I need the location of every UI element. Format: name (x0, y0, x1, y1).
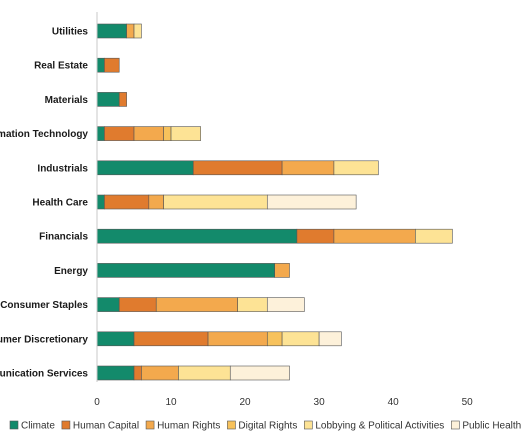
bar-segment (281, 331, 320, 347)
category-label: Consumer Discretionary (0, 334, 88, 345)
bar-segment (415, 228, 453, 244)
bar-segment (133, 23, 142, 39)
x-tick-label: 0 (94, 397, 100, 408)
bar-segment (96, 92, 120, 107)
bar-segment (118, 297, 157, 312)
bar-segment (118, 92, 127, 107)
x-tick-label: 40 (388, 397, 400, 408)
bar-segment (96, 331, 135, 347)
bar-segment (155, 297, 238, 312)
bar-segment (163, 126, 172, 141)
legend-label: Climate (21, 421, 55, 432)
x-tick-label: 50 (462, 397, 474, 408)
legend-swatch (61, 420, 71, 430)
axis-layer: 0 10 20 30 40 50 (94, 12, 473, 408)
bar-segment (266, 331, 283, 347)
bar-segment (281, 160, 335, 176)
bar-segment (133, 331, 209, 347)
bar-segment (207, 331, 268, 347)
legend-label: Lobbying & Political Activities (315, 421, 444, 432)
bar-segment (104, 57, 120, 73)
bar-segment (192, 160, 283, 176)
bar-segment (141, 365, 179, 381)
legend-swatch (451, 420, 460, 430)
category-label: Energy (54, 266, 88, 277)
bars-layer (96, 23, 453, 381)
legend: Climate Human Capital Human Rights Digital … (9, 420, 521, 432)
legend-label: Human Rights (157, 421, 220, 432)
x-tick-label: 20 (240, 397, 252, 408)
category-label: Communication Services (0, 369, 88, 380)
bar-segment (104, 194, 150, 210)
bar-segment (170, 126, 201, 141)
x-tick-label: 10 (165, 397, 177, 408)
bar-segment (266, 194, 357, 210)
category-label: Industrials (37, 163, 88, 174)
bar-segment (96, 297, 120, 312)
bar-segment (148, 194, 164, 210)
legend-label: Digital Rights (238, 421, 297, 432)
category-label: Utilities (52, 27, 89, 38)
category-label: Real Estate (34, 61, 88, 72)
category-label: Information Technology (0, 129, 88, 140)
bar-segment (266, 297, 305, 312)
bar-segment (96, 126, 105, 141)
bar-segment (96, 263, 275, 278)
bar-segment (96, 228, 298, 244)
legend-swatch (9, 420, 19, 430)
category-labels: Utilities Real Estate Materials Information… (0, 27, 88, 380)
bar-segment (163, 194, 268, 210)
bar-segment (333, 160, 379, 176)
legend-label: Public Health (462, 421, 521, 432)
bar-segment (126, 23, 135, 39)
x-tick-label: 30 (314, 397, 326, 408)
bar-segment (296, 228, 335, 244)
bar-segment (229, 365, 290, 381)
legend-label: Human Capital (73, 421, 139, 432)
bar-segment (96, 160, 194, 176)
category-label: Financials (39, 232, 88, 243)
category-label: Materials (45, 95, 89, 106)
category-label: Health Care (32, 198, 88, 209)
bar-segment (274, 263, 290, 278)
bar-segment (104, 126, 135, 141)
legend-swatch (304, 420, 313, 430)
bar-segment (96, 23, 127, 39)
bar-segment (96, 365, 135, 381)
bar-segment (96, 57, 105, 73)
bar-segment (133, 365, 142, 381)
bar-segment (318, 331, 342, 347)
bar-segment (133, 126, 164, 141)
bar-segment (237, 297, 268, 312)
legend-swatch (227, 420, 236, 430)
category-label: Consumer Staples (0, 300, 88, 311)
bar-segment (333, 228, 416, 244)
legend-swatch (145, 420, 155, 430)
bar-segment (96, 194, 105, 210)
bar-segment (178, 365, 231, 381)
